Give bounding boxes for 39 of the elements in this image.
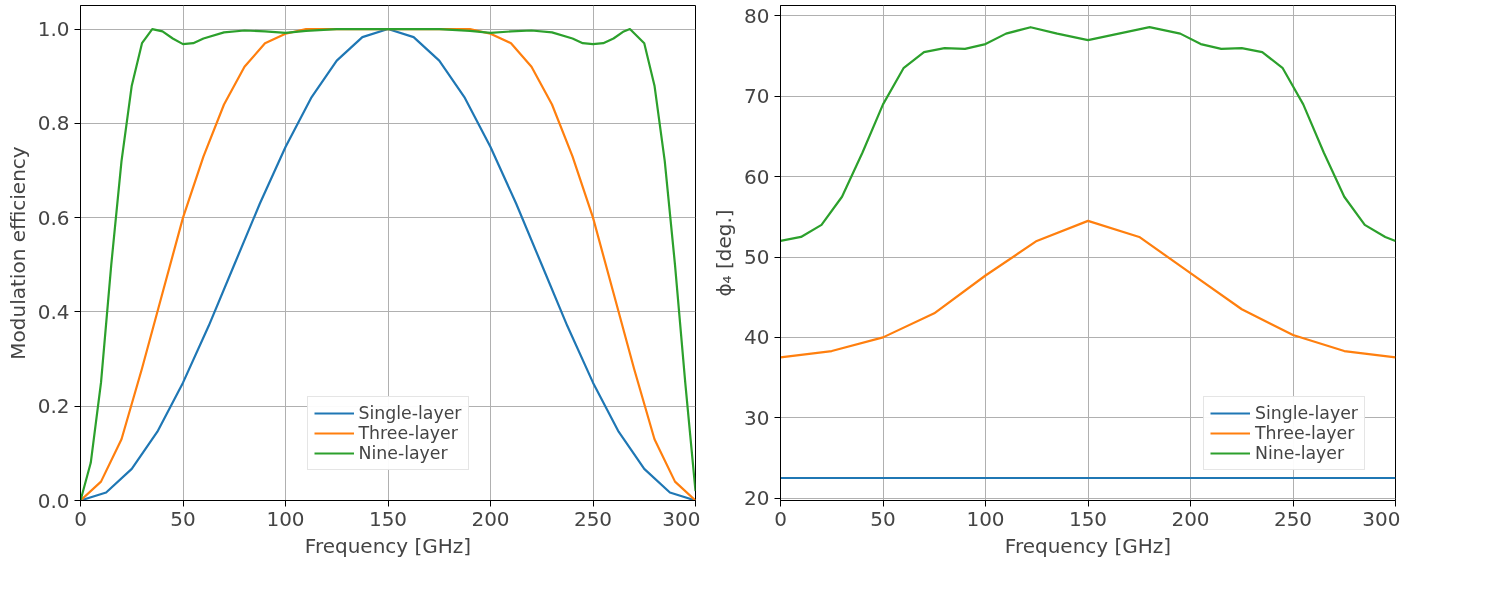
x-tick-label: 100 <box>266 506 305 531</box>
y-tick-label: 20 <box>744 486 770 511</box>
legend-label: Nine-layer <box>1255 443 1345 463</box>
x-tick-label: 100 <box>966 506 1005 531</box>
legend-label: Single-layer <box>358 403 462 423</box>
x-tick-label: 150 <box>1068 506 1108 531</box>
x-tick-label: 0 <box>774 506 787 531</box>
y-tick-label: 0.2 <box>37 394 70 419</box>
line-series <box>780 219 1396 359</box>
x-tick-label: 150 <box>368 506 408 531</box>
x-tick-label: 300 <box>1362 506 1401 531</box>
y-tick-label: 30 <box>744 405 770 430</box>
legend-label: Single-layer <box>1255 403 1358 423</box>
x-axis-title: Frequency [GHz] <box>304 533 472 558</box>
y-tick-label: 0.6 <box>37 205 70 230</box>
x-tick-label: 50 <box>170 506 196 531</box>
y-axis-title: ϕ₄ [deg.] <box>712 209 737 297</box>
y-tick-label: 50 <box>744 245 770 270</box>
x-tick-label: 200 <box>1171 506 1210 531</box>
line-series <box>780 26 1396 243</box>
x-tick-label: 300 <box>662 506 701 531</box>
x-tick-label: 0 <box>74 506 87 531</box>
y-tick-label: 0.4 <box>37 299 70 324</box>
x-tick-label: 250 <box>573 506 613 531</box>
y-tick-label: 80 <box>744 3 770 28</box>
x-tick-label: 250 <box>1273 506 1313 531</box>
y-tick-label: 0.8 <box>37 111 70 136</box>
legend-label: Three-layer <box>358 423 458 443</box>
legend-label: Three-layer <box>1255 423 1355 443</box>
x-axis-title: Frequency [GHz] <box>1004 533 1172 558</box>
x-tick-label: 200 <box>471 506 510 531</box>
y-tick-label: 0.0 <box>37 488 70 513</box>
y-tick-label: 1.0 <box>37 17 70 42</box>
x-tick-label: 50 <box>870 506 896 531</box>
y-tick-label: 40 <box>744 325 770 350</box>
y-tick-label: 70 <box>744 84 770 109</box>
y-tick-label: 60 <box>744 164 770 189</box>
y-axis-title: Modulation efficiency <box>5 146 30 360</box>
legend-label: Nine-layer <box>358 443 448 463</box>
